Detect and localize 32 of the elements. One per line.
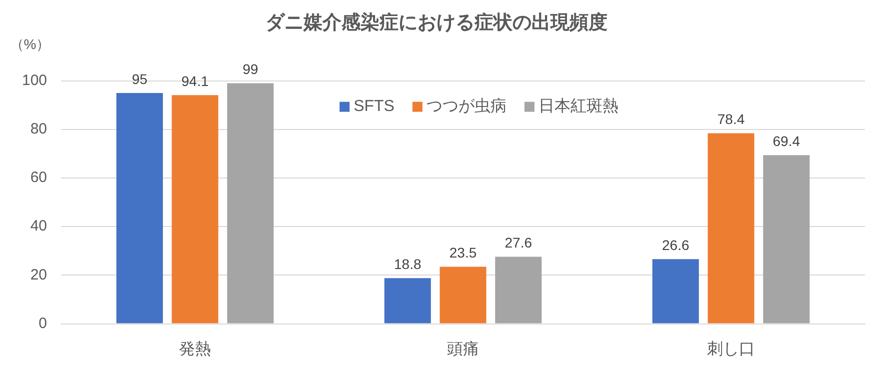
legend-label: 日本紅斑熱 xyxy=(538,97,618,116)
bar xyxy=(495,256,542,324)
bar xyxy=(172,95,218,324)
y-tick-label: 20 xyxy=(30,266,48,284)
legend-label: SFTS xyxy=(354,98,394,116)
data-label: 18.8 xyxy=(394,256,422,272)
bar xyxy=(384,278,431,324)
data-label: 27.6 xyxy=(504,234,532,251)
data-label: 23.5 xyxy=(449,244,477,261)
bar xyxy=(440,266,486,324)
y-tick-label: 60 xyxy=(30,169,48,186)
bar xyxy=(227,83,274,324)
data-label: 95 xyxy=(132,70,148,87)
data-label: 99 xyxy=(242,61,258,78)
data-label: 78.4 xyxy=(717,111,745,128)
bar xyxy=(708,133,754,324)
data-label: 26.6 xyxy=(662,237,690,254)
y-tick-label: 40 xyxy=(30,218,48,235)
y-tick-label: 0 xyxy=(38,314,48,332)
y-axis-title: （%） xyxy=(10,36,50,52)
bar xyxy=(652,259,699,324)
data-label: 69.4 xyxy=(772,133,800,150)
chart-title: ダニ媒介感染症における症状の出現頻度 xyxy=(266,12,608,34)
y-tick-label: 80 xyxy=(30,120,48,138)
x-tick-label: 刺し口 xyxy=(707,340,756,358)
legend-label: つつが虫病 xyxy=(426,97,506,116)
bar xyxy=(763,155,810,324)
y-tick-label: 100 xyxy=(22,72,48,89)
x-tick-label: 頭痛 xyxy=(447,340,480,358)
bar xyxy=(116,92,163,324)
data-label: 94.1 xyxy=(181,72,209,89)
x-tick-label: 発熱 xyxy=(179,340,212,358)
